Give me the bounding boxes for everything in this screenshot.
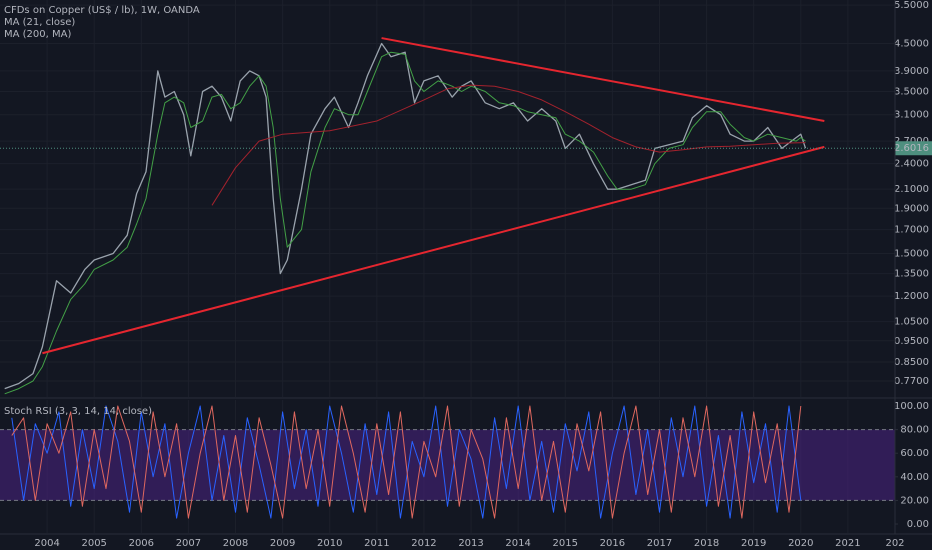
indicator-title: Stoch RSI (3, 3, 14, 14, close) xyxy=(4,406,152,417)
trendline xyxy=(381,37,825,122)
y-tick-label: 4.5000 xyxy=(894,39,929,50)
stoch-pane xyxy=(0,400,895,533)
band xyxy=(0,429,895,501)
y-tick-label: 1.2000 xyxy=(894,291,929,302)
legend-entry: MA (200, MA) xyxy=(4,29,71,40)
y-tick-label: 60.00 xyxy=(900,448,929,459)
y-tick-label: 2.4000 xyxy=(894,159,929,170)
price-line xyxy=(4,42,807,390)
stoch-line xyxy=(11,405,802,519)
x-tick-label: 2007 xyxy=(176,538,201,549)
x-tick-label: 2019 xyxy=(741,538,766,549)
trendline xyxy=(42,145,825,355)
y-tick-label: 2.1000 xyxy=(894,184,929,195)
y-tick-label: 1.0500 xyxy=(894,317,929,328)
price-pane xyxy=(0,37,895,395)
y-tick-label: 3.5000 xyxy=(894,87,929,98)
x-tick-label: 2020 xyxy=(788,538,813,549)
y-tick-label: 5.5000 xyxy=(894,0,929,11)
y-tick-label: 1.7000 xyxy=(894,225,929,236)
x-tick-label: 2009 xyxy=(270,538,295,549)
x-tick-label: 2018 xyxy=(694,538,719,549)
x-tick-label: 2004 xyxy=(34,538,59,549)
y-tick-label: 0.9500 xyxy=(894,336,929,347)
y-tick-label: 0.7700 xyxy=(894,376,929,387)
legend-entry: MA (21, close) xyxy=(4,17,75,28)
y-tick-label: 3.1000 xyxy=(894,110,929,121)
stoch-line xyxy=(11,405,802,519)
x-tick-label: 2010 xyxy=(317,538,342,549)
moving-average xyxy=(4,51,806,395)
x-tick-label: 2021 xyxy=(835,538,860,549)
x-tick-label: 2006 xyxy=(129,538,154,549)
x-tick-label: 2017 xyxy=(647,538,672,549)
y-tick-label: 1.9000 xyxy=(894,203,929,214)
y-tick-label: 100.00 xyxy=(894,401,929,412)
x-tick-label: 2015 xyxy=(553,538,578,549)
x-tick-label: 2014 xyxy=(505,538,530,549)
moving-average xyxy=(211,84,806,206)
x-tick-label: 2012 xyxy=(411,538,436,549)
y-tick-label: 20.00 xyxy=(900,495,929,506)
x-tick-label: 2005 xyxy=(81,538,106,549)
y-tick-label: 0.00 xyxy=(907,519,929,530)
last-price-box xyxy=(895,141,932,156)
y-tick-label: 3.9000 xyxy=(894,66,929,77)
x-tick-label: 202 xyxy=(885,538,904,549)
x-tick-label: 2008 xyxy=(223,538,248,549)
last-price-label: 2.6016 xyxy=(894,143,929,154)
axes: 2004 2005 2006 2007 2008 2009 2010 2011 2012 2013… xyxy=(4,0,932,549)
y-tick-label: 1.3500 xyxy=(894,269,929,280)
x-tick-label: 2013 xyxy=(458,538,483,549)
y-tick-label: 0.8500 xyxy=(894,357,929,368)
x-tick-label: 2016 xyxy=(600,538,625,549)
y-tick-label: 80.00 xyxy=(900,425,929,436)
x-tick-label: 2011 xyxy=(364,538,389,549)
y-tick-label: 40.00 xyxy=(900,472,929,483)
chart-title: CFDs on Copper (US$ / lb), 1W, OANDA xyxy=(4,5,200,16)
y-tick-label: 1.5000 xyxy=(894,248,929,259)
